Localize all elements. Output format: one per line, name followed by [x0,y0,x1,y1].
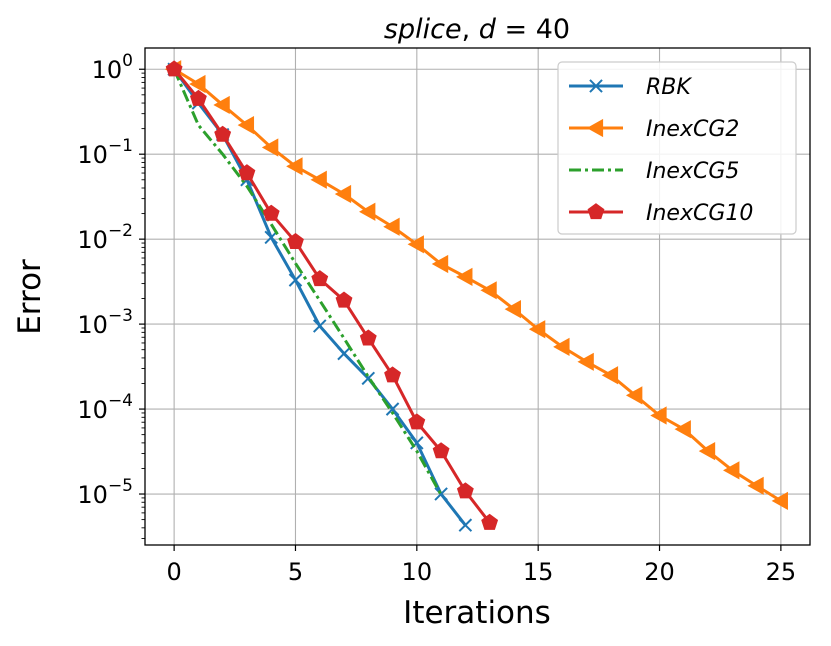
data-point-inexcg10 [287,232,304,250]
data-point-inexcg2 [237,116,255,135]
legend-entry-rbk: RBK [569,75,692,100]
legend-marker-inexcg2 [586,118,604,138]
x-axis-label: Iterations [403,595,551,631]
data-point-inexcg2 [480,281,497,300]
data-point-inexcg2 [359,202,376,221]
data-point-inexcg2 [650,406,667,425]
x-tick-label: 15 [523,558,554,586]
data-point-inexcg2 [383,217,400,236]
data-point-rbk [337,346,351,361]
data-point-inexcg10 [432,442,450,459]
data-point-inexcg2 [334,184,352,204]
data-point-inexcg10 [408,413,426,430]
data-point-inexcg2 [456,267,473,286]
data-point-rbk [458,518,473,532]
legend-entry-inexcg10: InexCG10 [569,201,753,226]
data-point-inexcg10 [335,291,353,308]
grid [145,48,810,545]
series-inexcg5 [172,68,443,496]
y-tick-label: 10−1 [77,136,133,169]
x-tick-label: 0 [166,558,181,586]
x-tick-label: 20 [644,558,675,586]
data-point-inexcg2 [747,476,764,495]
data-point-inexcg2 [674,420,691,439]
plot-frame [144,47,811,546]
chart-title: splice, d = 40 [384,14,570,45]
data-point-inexcg2 [601,366,619,385]
data-point-inexcg2 [577,352,594,371]
data-point-rbk [312,319,327,333]
data-point-inexcg10 [384,366,401,383]
data-point-inexcg2 [286,157,303,176]
data-point-inexcg2 [213,95,230,115]
data-point-inexcg10 [311,270,329,287]
axis-ticks: 0 5 10 15 20 25 100 10−1 10−2 10−3 10−4 10−5 [77,51,796,586]
legend-label-rbk: RBK [646,75,692,100]
legend-marker-inexcg10 [587,203,605,220]
data-point-inexcg10 [359,329,377,346]
x-tick-label: 5 [288,558,303,586]
series-line-inexcg5 [172,68,443,496]
series-inexcg10 [165,60,499,530]
data-point-inexcg2 [698,442,716,461]
series-inexcg2 [164,60,788,511]
data-point-inexcg10 [262,204,280,221]
legend-label-inexcg2: InexCG2 [646,117,739,142]
data-point-inexcg2 [431,254,449,274]
data-point-inexcg10 [165,60,183,77]
data-point-inexcg2 [504,300,522,319]
legend-entry-inexcg5: InexCG5 [569,159,739,184]
legend-label-inexcg10: InexCG10 [646,201,753,226]
y-tick-label: 10−4 [77,391,133,424]
y-tick-label: 10−3 [77,306,133,339]
legend-box [557,61,797,235]
data-point-inexcg2 [407,235,424,254]
data-point-inexcg10 [189,89,207,106]
data-point-inexcg10 [238,164,256,181]
data-point-inexcg2 [528,320,546,339]
x-tick-label: 25 [766,558,797,586]
y-axis-label: Error [12,259,48,335]
legend: RBK InexCG2 InexCG5 InexCG10 [557,61,797,235]
data-point-inexcg2 [625,386,643,405]
data-point-inexcg2 [189,74,206,94]
data-point-rbk [434,487,448,501]
legend-label-inexcg5: InexCG5 [646,159,739,184]
y-tick-label: 10−2 [77,221,133,254]
data-point-inexcg2 [553,337,570,356]
data-point-inexcg2 [771,491,788,511]
y-tick-label: 10−5 [77,476,133,509]
series-layer [164,60,788,532]
data-point-rbk [288,273,303,287]
legend-marker-rbk [589,79,603,93]
data-point-inexcg10 [481,513,499,530]
x-tick-label: 10 [402,558,433,586]
data-point-inexcg2 [723,461,740,480]
data-point-inexcg10 [214,125,232,142]
data-point-inexcg10 [456,482,474,499]
data-point-inexcg2 [310,170,327,189]
legend-entry-inexcg2: InexCG2 [569,117,739,142]
y-tick-label: 100 [92,51,133,84]
data-point-inexcg2 [261,138,279,157]
